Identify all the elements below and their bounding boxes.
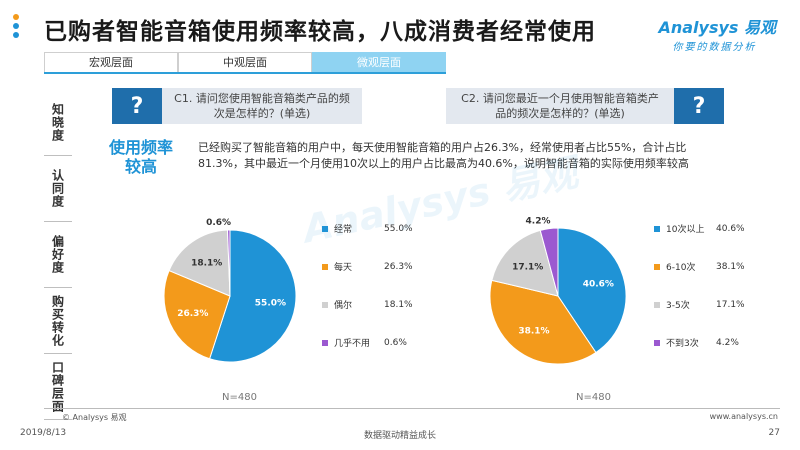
- pie-data-label: 55.0%: [255, 298, 286, 308]
- pie-data-label: 26.3%: [177, 309, 208, 319]
- tab-meso[interactable]: 中观层面: [178, 52, 312, 72]
- legend-item: 每天 26.3%: [322, 260, 422, 273]
- pie-slice: [208, 229, 297, 363]
- legend-label: 几乎不用: [334, 339, 371, 349]
- pie-chart-usage-frequency: 55.0% 26.3% 18.1% 0.6%: [163, 218, 297, 363]
- pie-slice: [491, 229, 559, 297]
- pie-slice: [163, 269, 231, 360]
- question-mark-icon: ?: [112, 88, 162, 124]
- legend-swatch: [322, 301, 328, 308]
- legend-swatch: [654, 263, 660, 270]
- legend-label: 经常: [334, 225, 353, 235]
- legend-label: 3-5次: [666, 301, 690, 311]
- legend-swatch: [654, 301, 660, 308]
- sidebar-item-label: 认同度: [50, 169, 65, 208]
- copyright-text: © Analysys 易观: [62, 413, 127, 422]
- question-text-c2: C2. 请问您最近一个月使用智能音箱类产品的频次是怎样的？(单选): [446, 88, 674, 124]
- question-text-c1: C1. 请问您使用智能音箱类产品的频次是怎样的？(单选): [162, 88, 362, 124]
- logo-main-text: Analysys 易观: [658, 18, 776, 37]
- website-link[interactable]: www.analysys.cn: [709, 412, 778, 421]
- legend-swatch: [322, 225, 328, 232]
- pie-slice: [539, 227, 559, 297]
- sample-size-label: N=480: [222, 392, 257, 403]
- sidebar-item-reputation[interactable]: 口碑层面: [44, 354, 72, 420]
- legend-value: 38.1%: [716, 261, 745, 272]
- pie-data-label: 4.2%: [526, 217, 551, 227]
- legend-label: 不到3次: [666, 339, 699, 349]
- pie-slice: [489, 279, 597, 365]
- pie-slice: [557, 227, 627, 354]
- footer-slogan: 数据驱动精益成长: [363, 431, 436, 441]
- legend-value: 55.0%: [384, 223, 413, 234]
- legend-item: 10次以上 40.6%: [654, 222, 754, 235]
- section-heading: 使用频率较高: [108, 138, 173, 176]
- pie-data-label: 17.1%: [512, 263, 543, 273]
- sidebar-item-label: 知晓度: [50, 103, 65, 142]
- footer-divider: [44, 408, 780, 409]
- pie-data-label: 18.1%: [191, 258, 222, 268]
- page-title: 已购者智能音箱使用频率较高，八成消费者经常使用: [44, 19, 596, 45]
- legend-value: 17.1%: [716, 299, 745, 310]
- logo-sub-text: 你要的数据分析: [672, 42, 757, 53]
- pie-chart-monthly-frequency: 40.6% 38.1% 17.1% 4.2%: [489, 217, 627, 365]
- question-box-c2: C2. 请问您最近一个月使用智能音箱类产品的频次是怎样的？(单选) ?: [446, 88, 724, 124]
- question-mark-icon: ?: [674, 88, 724, 124]
- legend-swatch: [654, 339, 660, 346]
- legend-value: 4.2%: [716, 337, 739, 348]
- pie-data-label: 0.6%: [206, 218, 231, 228]
- sample-size-label: N=480: [576, 392, 611, 403]
- legend-item: 6-10次 38.1%: [654, 260, 754, 273]
- legend-item: 经常 55.0%: [322, 222, 422, 235]
- pie-slice: [226, 229, 231, 297]
- decorative-dots: [10, 14, 22, 41]
- sidebar-item-label: 购买转化: [50, 294, 65, 347]
- legend-item: 偶尔 18.1%: [322, 298, 422, 311]
- legend-value: 40.6%: [716, 223, 745, 234]
- funnel-sidebar: 知晓度 认同度 偏好度 购买转化 口碑层面: [44, 90, 72, 420]
- question-box-c1: ? C1. 请问您使用智能音箱类产品的频次是怎样的？(单选): [112, 88, 362, 124]
- legend-swatch: [322, 339, 328, 346]
- brand-logo: Analysys 易观 你要的数据分析: [658, 14, 776, 53]
- sidebar-item-awareness[interactable]: 知晓度: [44, 90, 72, 156]
- summary-text: 已经购买了智能音箱的用户中，每天使用智能音箱的用户占26.3%，经常使用者占比5…: [198, 141, 689, 170]
- legend-value: 0.6%: [384, 337, 407, 348]
- level-tabs: 宏观层面 中观层面 微观层面: [44, 52, 446, 74]
- sidebar-item-preference[interactable]: 偏好度: [44, 222, 72, 288]
- tab-micro[interactable]: 微观层面: [312, 52, 446, 72]
- sidebar-item-recognition[interactable]: 认同度: [44, 156, 72, 222]
- pie-data-label: 38.1%: [518, 327, 549, 337]
- legend-label: 每天: [334, 263, 353, 273]
- tab-macro[interactable]: 宏观层面: [44, 52, 178, 72]
- page-number: 27: [768, 428, 780, 438]
- legend-item: 3-5次 17.1%: [654, 298, 754, 311]
- sidebar-item-conversion[interactable]: 购买转化: [44, 288, 72, 354]
- legend-item: 不到3次 4.2%: [654, 336, 754, 349]
- pie-data-label: 40.6%: [583, 280, 614, 290]
- legend-swatch: [654, 225, 660, 232]
- pie-slice: [168, 229, 231, 297]
- legend-label: 10次以上: [666, 225, 705, 235]
- legend-label: 6-10次: [666, 263, 696, 273]
- legend-value: 26.3%: [384, 261, 413, 272]
- legend-label: 偶尔: [334, 301, 353, 311]
- legend-value: 18.1%: [384, 299, 413, 310]
- legend-item: 几乎不用 0.6%: [322, 336, 422, 349]
- sidebar-item-label: 偏好度: [50, 235, 65, 274]
- legend-swatch: [322, 263, 328, 270]
- sidebar-item-label: 口碑层面: [50, 360, 65, 413]
- report-date: 2019/8/13: [20, 428, 67, 438]
